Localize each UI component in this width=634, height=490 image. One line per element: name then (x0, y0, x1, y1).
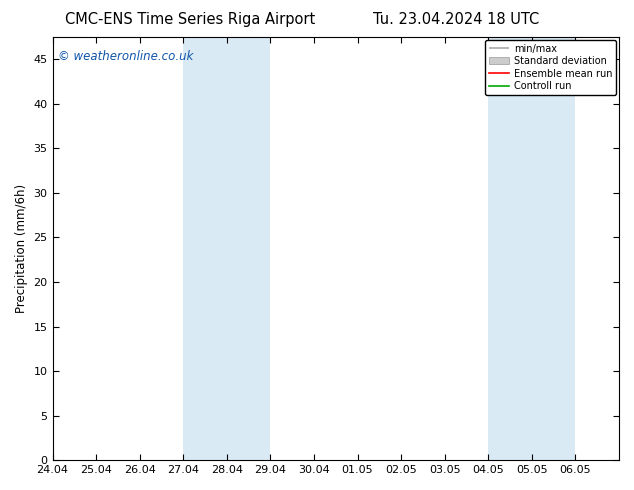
Y-axis label: Precipitation (mm/6h): Precipitation (mm/6h) (15, 184, 28, 313)
Text: © weatheronline.co.uk: © weatheronline.co.uk (58, 50, 193, 63)
Text: Tu. 23.04.2024 18 UTC: Tu. 23.04.2024 18 UTC (373, 12, 540, 27)
Bar (488, 37, 576, 460)
Legend: min/max, Standard deviation, Ensemble mean run, Controll run: min/max, Standard deviation, Ensemble me… (486, 40, 616, 95)
Text: CMC-ENS Time Series Riga Airport: CMC-ENS Time Series Riga Airport (65, 12, 315, 27)
Bar (183, 37, 271, 460)
